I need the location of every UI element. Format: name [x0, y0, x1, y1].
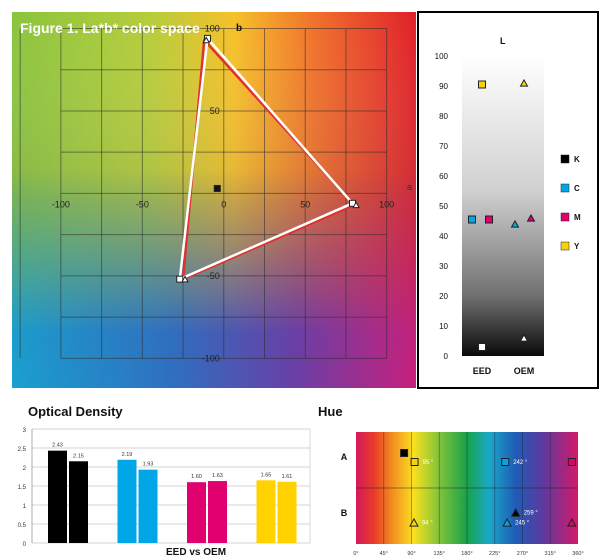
- od-bar: [278, 482, 297, 543]
- hue-point-label: 245 °: [515, 521, 530, 527]
- lab-chart: -100 -50 0 50 100 -100 -50 50 100 Figure 1. La*b…: [12, 12, 416, 388]
- lightness-tick: 20: [439, 292, 448, 301]
- hue-point-label: 95 °: [423, 460, 434, 466]
- lightness-tick: 50: [439, 202, 448, 211]
- hue-tick: 315°: [545, 551, 556, 557]
- hue-point-square: [401, 450, 408, 457]
- hue-ticks: 0° 45° 90° 135° 180° 225° 270° 315° 360°: [353, 551, 583, 557]
- lab-ylabel: b: [236, 23, 242, 34]
- lightness-tick: 30: [439, 262, 448, 271]
- lab-x-tick: 0: [221, 199, 226, 209]
- lightness-tick: 90: [439, 82, 448, 91]
- optical-density-chart: Optical Density 00.511.522.53 2.432.15 2.…: [18, 404, 310, 558]
- lightness-point-eed: [479, 344, 486, 351]
- od-bar-label: 1.60: [191, 474, 202, 480]
- od-bar-label: 1.61: [282, 474, 293, 480]
- lightness-point-eed: [486, 216, 493, 223]
- lab-x-tick: 100: [379, 199, 394, 209]
- hue-row-label: B: [341, 508, 348, 518]
- lightness-gradient: [462, 56, 544, 356]
- hue-tick: 270°: [517, 551, 528, 557]
- lab-point-eed: [214, 185, 220, 191]
- lab-y-tick: 100: [205, 23, 220, 33]
- od-tick: 1.5: [18, 485, 27, 491]
- od-tick: 3: [23, 428, 27, 434]
- lightness-tick: 0: [444, 352, 449, 361]
- lightness-point-eed: [469, 216, 476, 223]
- hue-point-square: [411, 459, 418, 466]
- od-bars: 2.43 2.15 2.19 1.93 1.60 1.63 1.65 1.61: [48, 443, 297, 543]
- hue-tick: 180°: [461, 551, 472, 557]
- od-tick: 0: [23, 542, 27, 548]
- lightness-ylabel: L: [500, 36, 506, 46]
- lab-xlabel: a: [407, 182, 412, 192]
- od-bar: [257, 480, 276, 543]
- lightness-point-eed: [479, 81, 486, 88]
- hue-tick: 135°: [434, 551, 445, 557]
- lightness-tick: 70: [439, 142, 448, 151]
- od-tick: 1: [23, 504, 27, 510]
- od-bar: [48, 451, 67, 543]
- od-bar: [187, 482, 206, 543]
- lab-x-tick: -100: [52, 199, 70, 209]
- od-bar: [208, 481, 227, 543]
- lightness-category: EED: [473, 366, 492, 376]
- lightness-chart: L 0 10 20 30 40 50 60 70 80 90 100 EED OEM K C M Y: [418, 12, 598, 388]
- od-bar: [69, 461, 88, 543]
- lightness-tick: 10: [439, 322, 448, 331]
- lab-y-tick: -100: [202, 353, 220, 363]
- od-title: Optical Density: [28, 404, 123, 419]
- hue-tick: 0°: [353, 551, 358, 557]
- hue-tick: 360°: [572, 551, 583, 557]
- figure-title: Figure 1. La*b* color space: [20, 20, 200, 36]
- od-bar: [139, 470, 158, 543]
- od-bar-label: 2.43: [52, 443, 63, 449]
- hue-point-label: 94 °: [422, 521, 433, 527]
- lightness-category: OEM: [514, 366, 535, 376]
- lightness-tick: 60: [439, 172, 448, 181]
- legend-swatch: [561, 242, 569, 250]
- hue-row-label: A: [341, 452, 348, 462]
- hue-point-label: 242 °: [513, 460, 528, 466]
- lightness-tick: 40: [439, 232, 448, 241]
- hue-title: Hue: [318, 404, 343, 419]
- legend-label: M: [574, 213, 581, 222]
- od-bar-label: 1.65: [261, 472, 272, 478]
- lab-x-tick: -50: [136, 199, 149, 209]
- lab-y-tick: -50: [207, 271, 220, 281]
- legend-swatch: [561, 155, 569, 163]
- legend-swatch: [561, 184, 569, 192]
- od-tick: 2.5: [18, 447, 27, 453]
- legend-label: K: [574, 155, 580, 164]
- od-bar-label: 2.15: [73, 453, 84, 459]
- od-bar: [118, 460, 137, 543]
- lab-y-tick: 50: [210, 106, 220, 116]
- od-bar-label: 1.93: [143, 462, 154, 468]
- legend-label: C: [574, 184, 580, 193]
- lab-x-tick: 50: [300, 199, 310, 209]
- od-tick: 2: [23, 466, 27, 472]
- od-bar-label: 1.63: [212, 473, 223, 479]
- hue-point-label: 259 °: [524, 511, 539, 517]
- legend-label: Y: [574, 242, 580, 251]
- lightness-tick: 100: [435, 52, 449, 61]
- od-tick: 0.5: [18, 523, 27, 529]
- hue-tick: 45°: [380, 551, 388, 557]
- legend-swatch: [561, 213, 569, 221]
- od-xlabel: EED vs OEM: [166, 547, 226, 558]
- hue-tick: 90°: [407, 551, 415, 557]
- hue-tick: 225°: [489, 551, 500, 557]
- hue-point-square: [502, 459, 509, 466]
- od-bar-label: 2.19: [122, 452, 133, 458]
- lightness-tick: 80: [439, 112, 448, 121]
- hue-point-square: [568, 459, 575, 466]
- hue-chart: Hue A B 95 ° 242 ° 94 ° 259 ° 245 ° 0° 45° 90° 1…: [318, 404, 584, 557]
